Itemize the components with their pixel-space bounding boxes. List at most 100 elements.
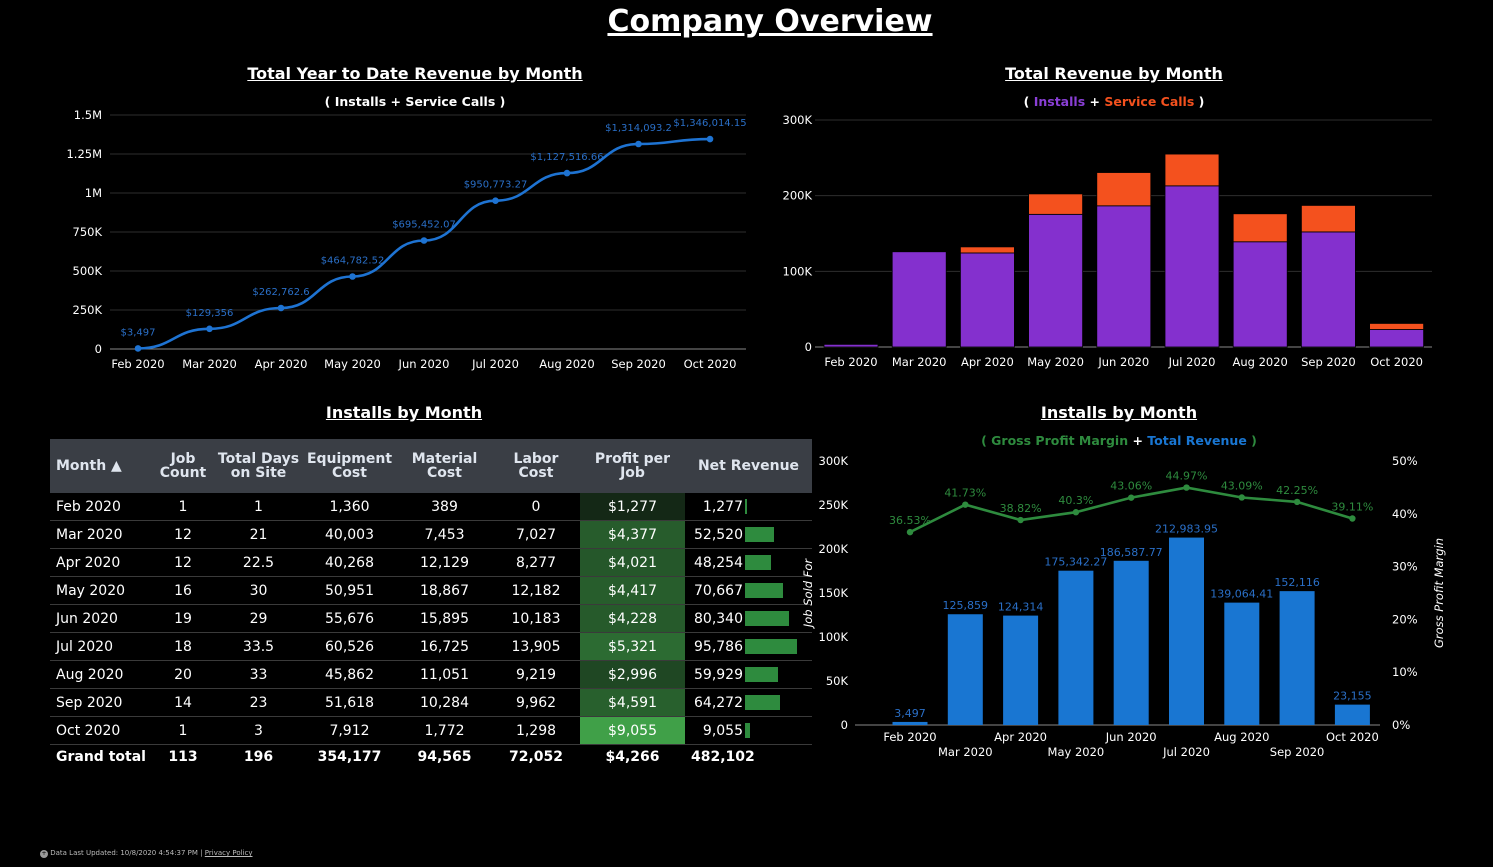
month-column-header[interactable]: Month ▲ [50, 439, 151, 493]
installs-bar [1232, 241, 1288, 348]
subtitle-plus: + [1132, 433, 1143, 448]
table-cell: 1,360 [302, 493, 397, 521]
table-cell: 45,862 [302, 660, 397, 689]
net-revenue-value: 80,340 [694, 610, 743, 627]
column-header[interactable]: Equipment Cost [302, 439, 397, 493]
legend-service-calls: Service Calls [1104, 94, 1195, 109]
x-tick-label: Jun 2020 [398, 357, 450, 371]
column-header[interactable]: Job Count [151, 439, 215, 493]
data-label: $129,356 [186, 308, 234, 319]
data-label: $950,773.27 [464, 180, 528, 191]
net-revenue-cell: 1,277 [685, 493, 812, 521]
net-revenue-wrap: 70,667 [685, 583, 812, 599]
revenue-bar [892, 721, 928, 725]
y2-axis-title: Gross Profit Margin [1432, 538, 1446, 648]
data-point [277, 304, 285, 312]
y-tick-label: 250K [73, 303, 103, 317]
margin-data-label: 41.73% [944, 487, 986, 500]
margin-data-label: 40.3% [1058, 494, 1093, 507]
table-cell: 30 [215, 576, 302, 605]
margin-point [1349, 515, 1356, 522]
profit-per-job-cell: $2,996 [580, 660, 685, 689]
x-tick-label: Jun 2020 [1097, 355, 1149, 369]
combo-chart-subtitle: ( Gross Profit Margin + Total Revenue ) [819, 433, 1419, 448]
y-tick-label: 1M [85, 186, 102, 200]
y-tick-label: 0 [95, 342, 102, 356]
net-revenue-value: 70,667 [694, 582, 743, 599]
table-cell: 12,182 [492, 576, 580, 605]
month-cell: Feb 2020 [50, 493, 151, 521]
x-tick-label: May 2020 [1027, 355, 1084, 369]
column-header[interactable]: Labor Cost [492, 439, 580, 493]
column-header[interactable]: Profit per Job [580, 439, 685, 493]
data-point [206, 325, 213, 333]
margin-data-label: 36.53% [889, 514, 931, 527]
service-calls-bar [1232, 213, 1288, 243]
margin-data-label: 44.97% [1166, 470, 1208, 483]
installs-bar [1096, 205, 1152, 348]
y2-tick-label: 30% [1392, 560, 1418, 574]
profit-per-job-cell: $9,055 [580, 716, 685, 745]
net-revenue-bar [745, 499, 747, 514]
y2-tick-label: 10% [1392, 665, 1418, 679]
net-revenue-bar [745, 667, 778, 682]
table-cell: 10,284 [397, 688, 492, 717]
x-tick-label: Mar 2020 [938, 745, 993, 759]
revenue-chart-title: Total Revenue by Month [1005, 64, 1223, 83]
y2-tick-label: 50% [1392, 454, 1418, 468]
table-cell: 29 [215, 604, 302, 633]
total-cell: 72,052 [508, 749, 564, 765]
y-tick-label: 500K [73, 264, 103, 278]
table-cell: 16 [151, 576, 215, 605]
margin-data-label: 43.09% [1221, 479, 1263, 492]
y-tick-label: 100K [819, 630, 849, 644]
table-title: Installs by Month [325, 403, 483, 422]
total-cell: Grand total [56, 749, 146, 765]
y-tick-label: 100K [783, 264, 813, 278]
margin-point [1293, 498, 1301, 506]
column-header[interactable]: Total Days on Site [215, 439, 302, 493]
x-tick-label: Feb 2020 [824, 355, 877, 369]
y-tick-label: 200K [819, 542, 849, 556]
table-cell: 9,962 [492, 688, 580, 717]
x-tick-label: Jul 2020 [471, 357, 519, 371]
margin-point [962, 501, 969, 508]
x-tick-label: Jun 2020 [1105, 730, 1157, 744]
x-tick-label: Feb 2020 [883, 730, 936, 744]
subtitle-plus: + [1089, 94, 1100, 109]
table-cell: 389 [397, 493, 492, 521]
month-cell: Mar 2020 [50, 520, 151, 549]
profit-per-job-cell: $1,277 [580, 493, 685, 521]
table-cell: 12 [151, 548, 215, 577]
net-revenue-bar [745, 583, 784, 598]
total-cell: 94,565 [417, 749, 472, 765]
y2-tick-label: 20% [1392, 612, 1418, 626]
data-point [420, 237, 428, 244]
net-revenue-cell: 48,254 [685, 548, 812, 577]
table-cell: 15,895 [397, 604, 492, 633]
column-header[interactable]: Material Cost [397, 439, 492, 493]
data-point [563, 169, 571, 177]
combo-chart-title: Installs by Month [1040, 403, 1198, 422]
total-cell: 482,102 [691, 749, 755, 765]
table-cell: 21 [215, 520, 302, 549]
month-cell: Jun 2020 [50, 604, 151, 633]
profit-per-job-cell: $5,321 [580, 632, 685, 661]
margin-data-label: 43.06% [1110, 480, 1152, 493]
table-cell: 1,772 [397, 716, 492, 745]
footer-separator: | [200, 849, 203, 857]
x-tick-label: Sep 2020 [611, 357, 666, 371]
margin-point [1128, 494, 1135, 501]
data-point [134, 345, 142, 352]
net-revenue-value: 95,786 [694, 638, 743, 655]
column-header[interactable]: Net Revenue [685, 439, 812, 493]
net-revenue-value: 64,272 [694, 694, 743, 711]
net-revenue-cell: 95,786 [685, 632, 812, 661]
net-revenue-value: 1,277 [702, 498, 743, 515]
net-revenue-wrap: 1,277 [685, 499, 812, 515]
installs-bar [1301, 231, 1356, 348]
net-revenue-bar [745, 555, 772, 570]
privacy-policy-link[interactable]: Privacy Policy [204, 849, 253, 857]
table-row: Jul 2020 18 33.5 60,526 16,725 13,905 $5,321 95… [50, 632, 812, 661]
y-tick-label: 300K [819, 454, 849, 468]
